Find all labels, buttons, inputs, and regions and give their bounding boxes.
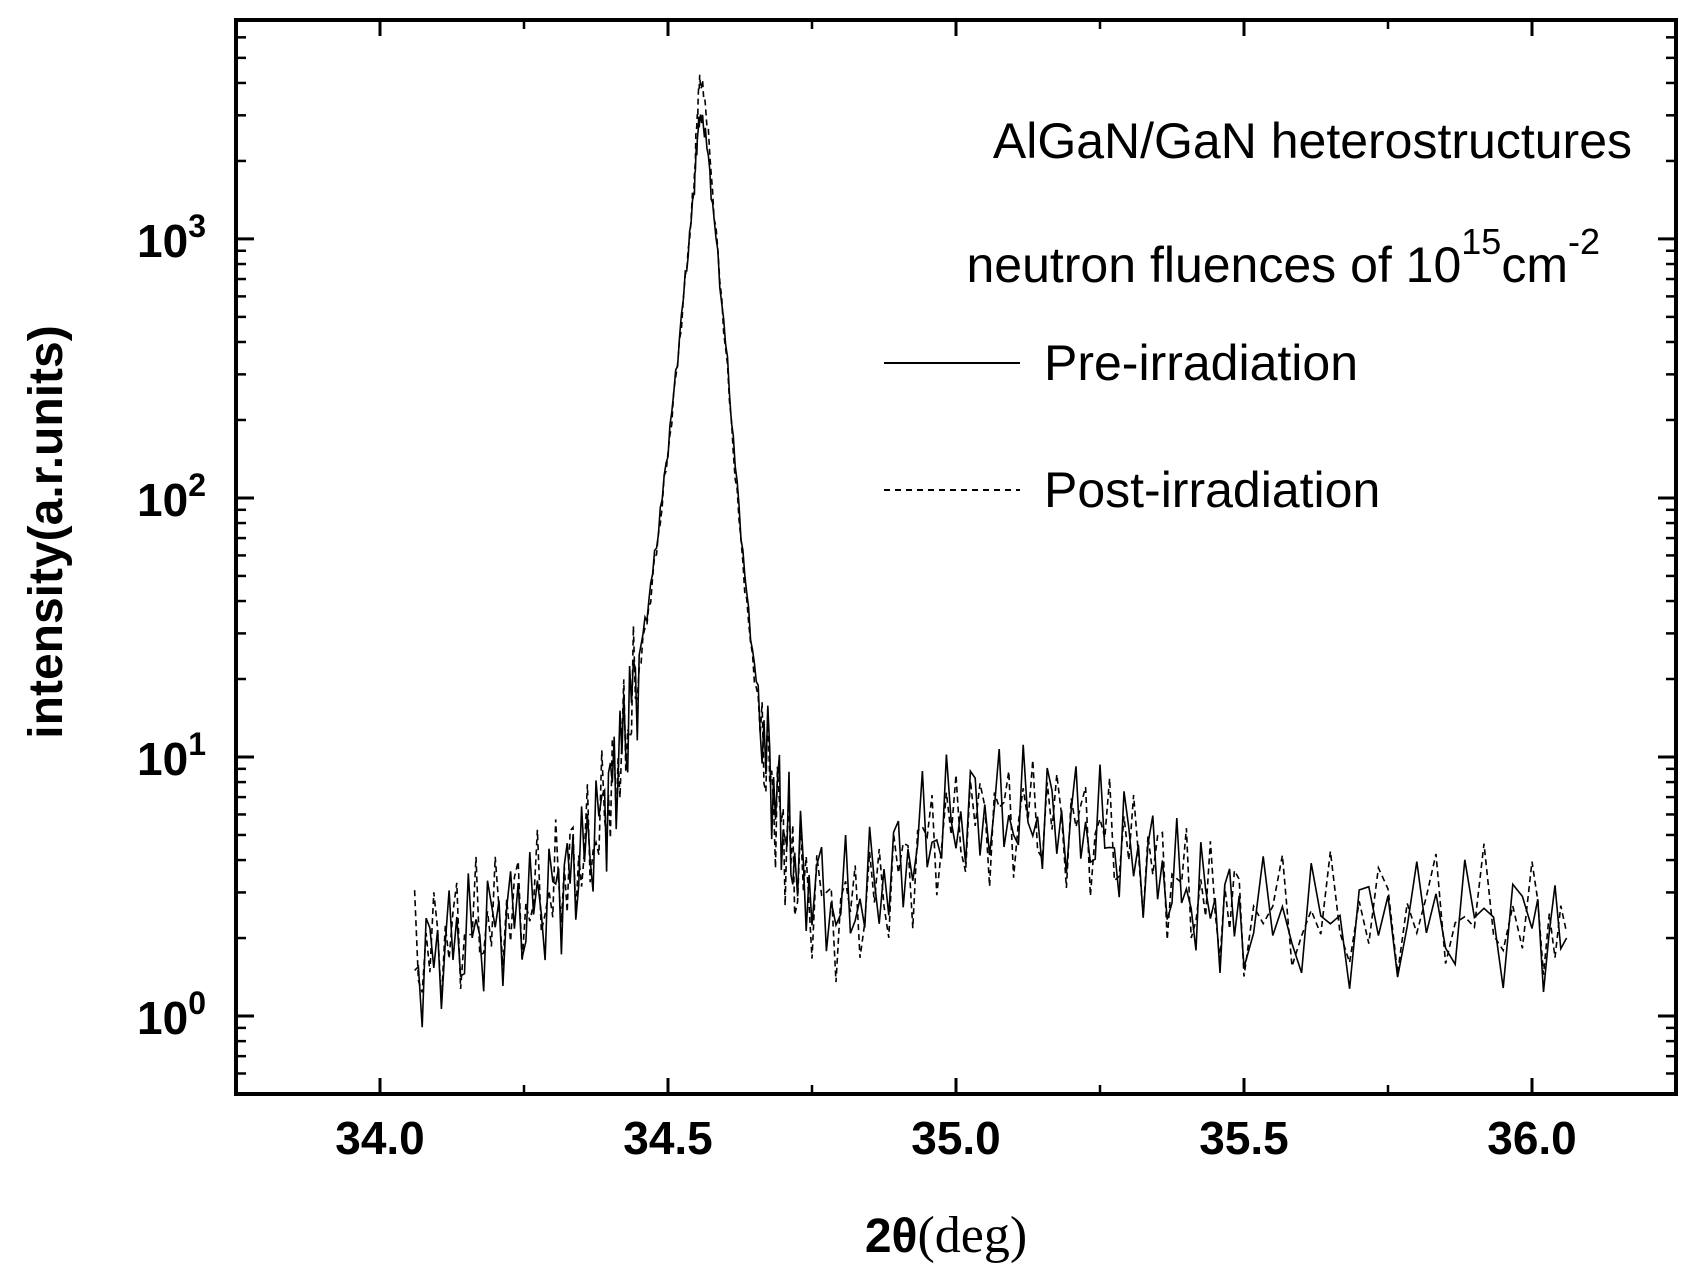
x-tick-label: 34.0 xyxy=(335,1112,425,1164)
legend: Pre-irradiation Post-irradiation xyxy=(884,335,1380,518)
x-tick-label: 35.0 xyxy=(911,1112,1001,1164)
y-tick-label: 103 xyxy=(137,208,206,267)
x-axis-label-symbol: 2θ xyxy=(865,1210,918,1263)
x-tick-labels: 34.0 34.5 35.0 35.5 36.0 xyxy=(335,1112,1577,1164)
legend-label-pre-irradiation: Pre-irradiation xyxy=(1044,335,1358,391)
x-tick-label: 34.5 xyxy=(623,1112,713,1164)
y-tick-labels: 100 101 102 103 xyxy=(137,208,206,1044)
x-tick-label: 36.0 xyxy=(1487,1112,1577,1164)
annotation-fluence: neutron fluences of 1015cm-2 xyxy=(966,221,1600,293)
x-axis-label-unit: (deg) xyxy=(917,1207,1027,1264)
legend-label-post-irradiation: Post-irradiation xyxy=(1044,462,1380,518)
series-layer xyxy=(413,74,1568,1028)
y-tick-label: 102 xyxy=(137,467,206,526)
series-line-post-irradiation xyxy=(413,74,1568,1001)
y-tick-label: 100 xyxy=(137,985,206,1044)
y-axis-label: intensity(a.r.units) xyxy=(20,325,73,738)
annotation-fluence-unit-exp: -2 xyxy=(1568,221,1600,262)
x-axis-label: 2θ(deg) xyxy=(865,1207,1027,1264)
annotation-sample: AlGaN/GaN heterostructures xyxy=(993,113,1632,169)
annotation-fluence-text: neutron fluences of 10 xyxy=(966,237,1461,293)
x-tick-label: 35.5 xyxy=(1199,1112,1289,1164)
annotation-fluence-exp: 15 xyxy=(1461,221,1501,262)
annotation-fluence-unit: cm xyxy=(1501,237,1568,293)
y-tick-label: 101 xyxy=(137,726,206,785)
ticks-layer xyxy=(236,18,1676,1096)
series-line-pre-irradiation xyxy=(414,114,1568,1028)
